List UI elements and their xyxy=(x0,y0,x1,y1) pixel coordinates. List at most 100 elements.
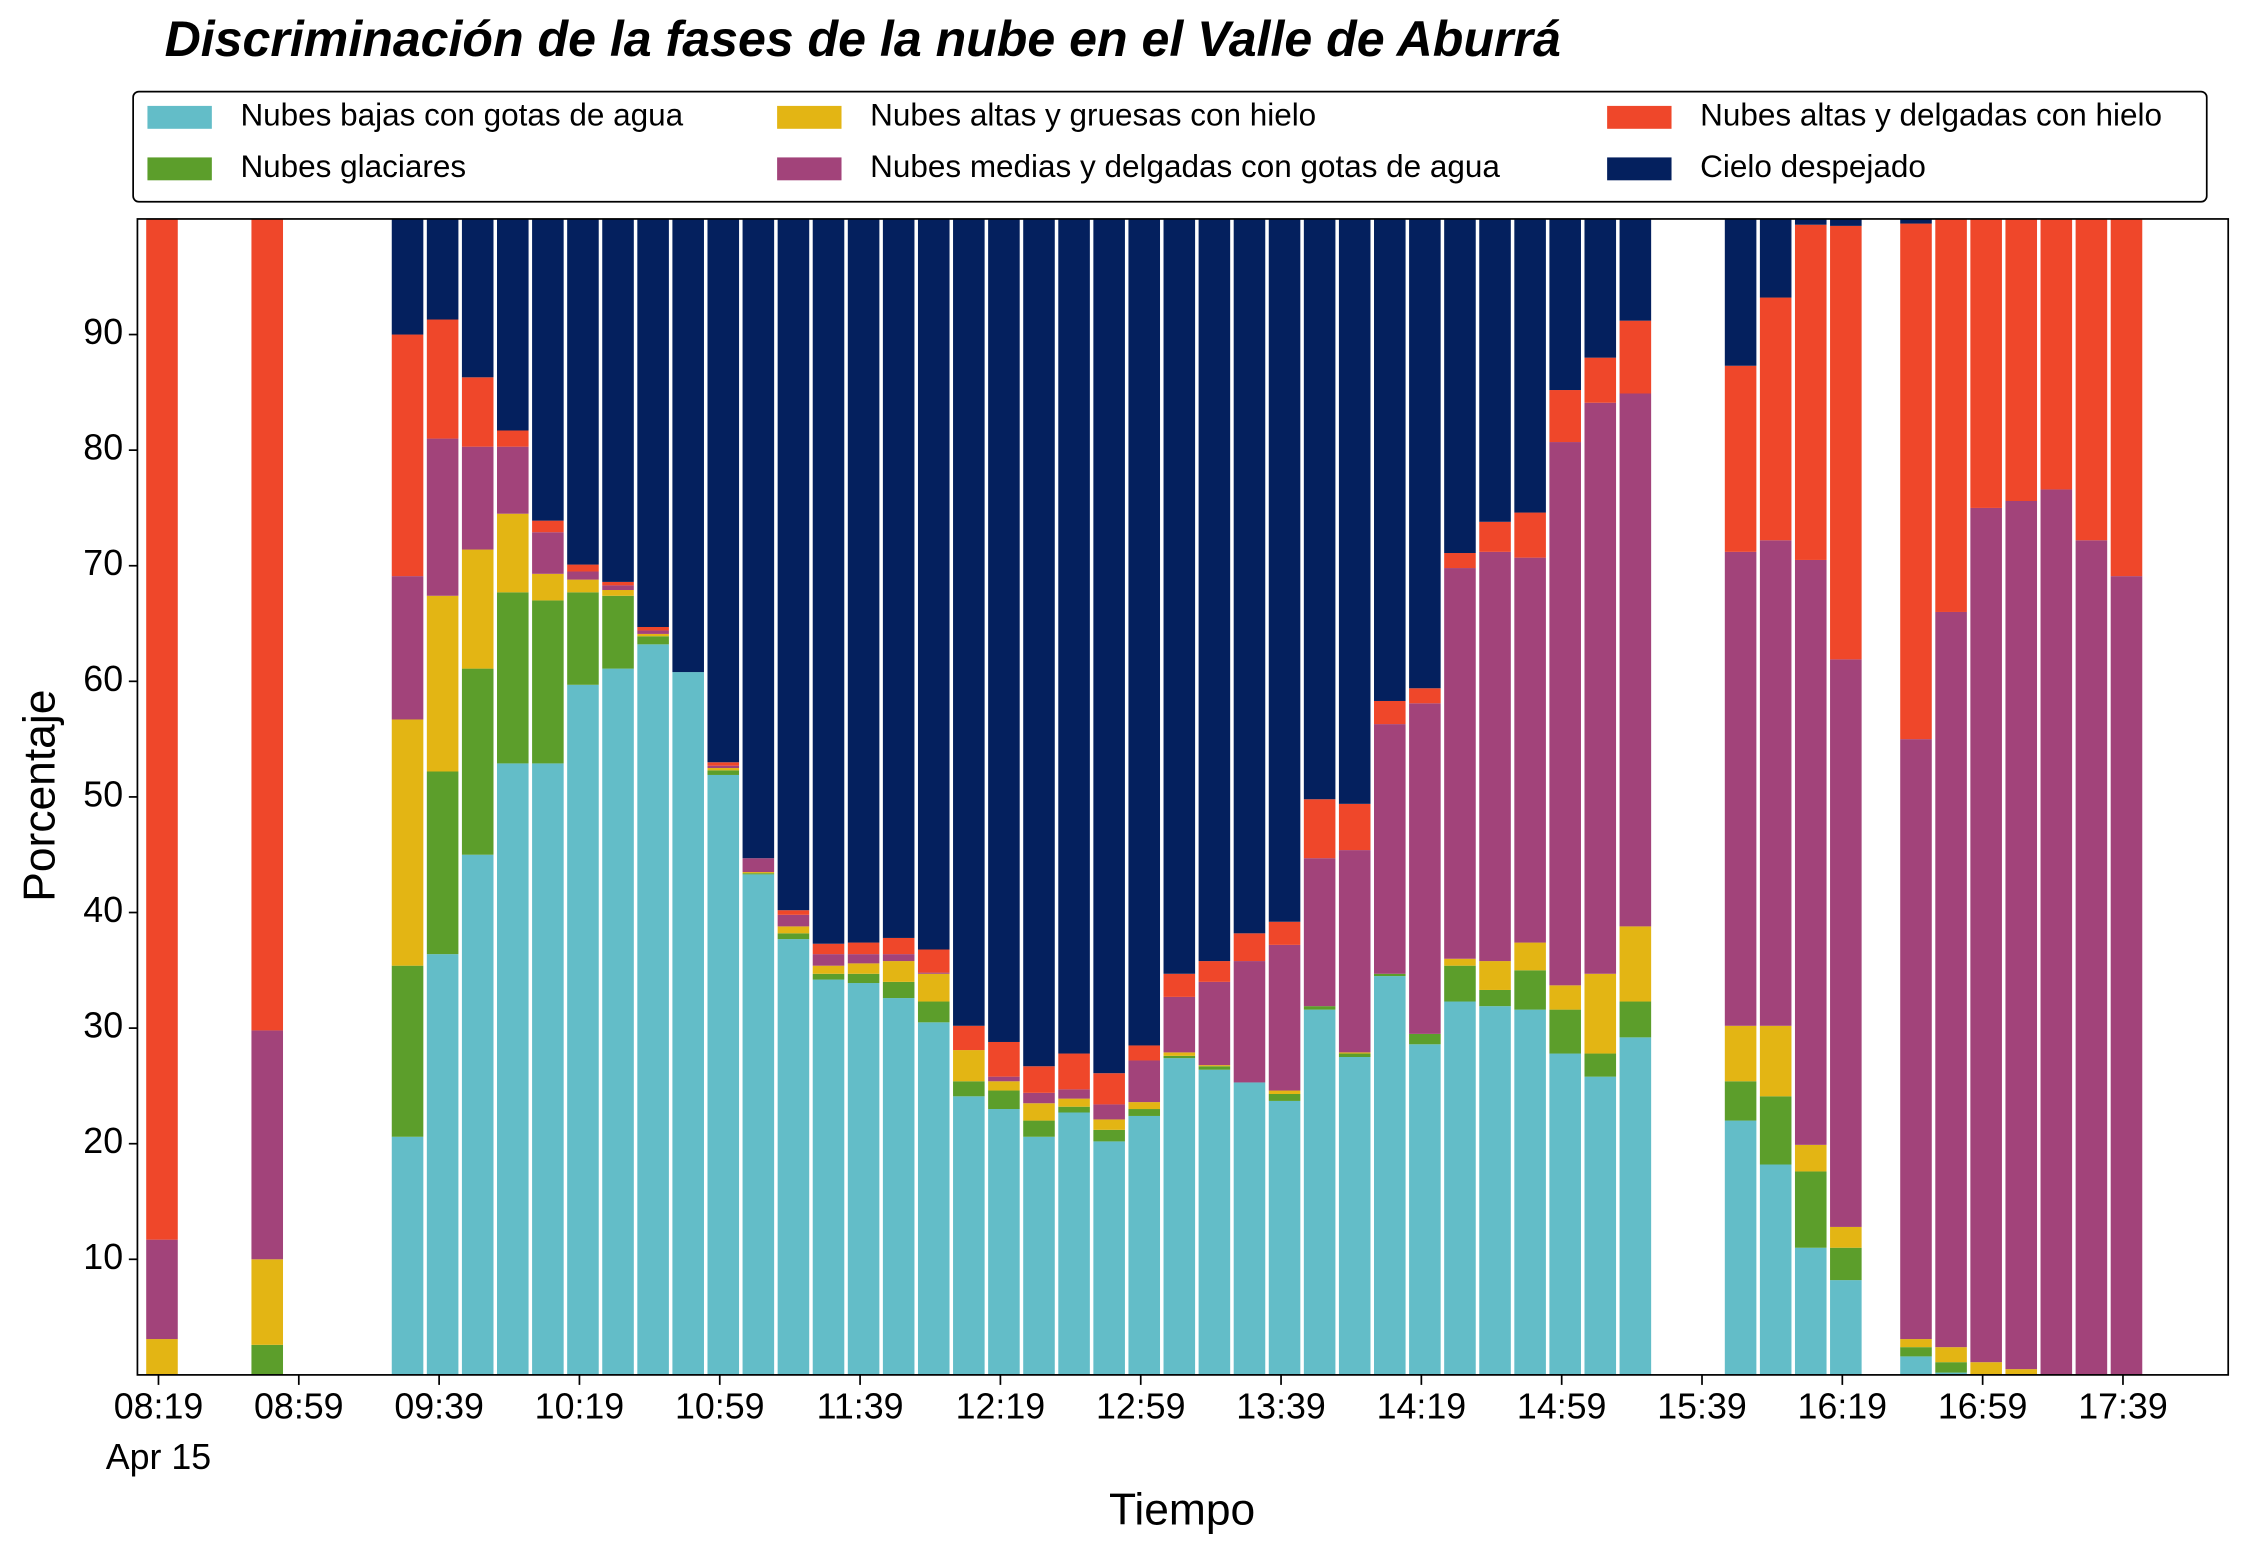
bar-segment xyxy=(1093,1119,1125,1130)
bar-segment xyxy=(1128,1045,1161,1061)
bar-segment xyxy=(426,319,459,439)
legend-swatch xyxy=(1607,157,1672,181)
bar-segment xyxy=(1935,1372,1967,1375)
bar-segment xyxy=(2110,576,2143,1375)
bar-segment xyxy=(1338,1053,1371,1058)
bar-segment xyxy=(1514,942,1546,971)
bar-segment xyxy=(1619,393,1652,927)
bar-segment xyxy=(847,983,880,1375)
bar-segment xyxy=(988,1041,1020,1077)
bar-segment xyxy=(1198,981,1231,1066)
bar-segment xyxy=(1409,1044,1441,1375)
bar-segment xyxy=(1759,1025,1792,1097)
bar-segment xyxy=(1619,926,1652,1002)
bar-segment xyxy=(1830,659,1862,1227)
legend-label: Cielo despejado xyxy=(1700,149,1926,184)
x-tick-label: 16:19 xyxy=(1798,1387,1888,1427)
legend-swatch xyxy=(147,105,212,129)
bar-segment xyxy=(707,218,740,763)
bar-segment xyxy=(1619,320,1652,394)
legend-label: Nubes glaciares xyxy=(240,149,466,184)
bar-segment xyxy=(1303,858,1336,1007)
x-tick-label: 17:39 xyxy=(2078,1387,2168,1427)
bar-segment xyxy=(1830,218,1862,226)
bar-segment xyxy=(777,939,810,1375)
bar-segment xyxy=(251,1030,284,1260)
bar-segment xyxy=(1198,1066,1231,1070)
bar-segment xyxy=(497,513,529,593)
bar-segment xyxy=(602,581,634,586)
bar-segment xyxy=(1900,1347,1932,1357)
bar-segment xyxy=(532,573,564,601)
bar-segment xyxy=(461,668,494,855)
bar-segment xyxy=(2005,501,2038,1370)
bar-segment xyxy=(1724,1081,1757,1121)
bar-segment xyxy=(602,590,634,596)
bar-segment xyxy=(1479,1006,1511,1375)
bar-segment xyxy=(2040,489,2073,1375)
bar-segment xyxy=(497,763,529,1375)
bar-segment xyxy=(1268,921,1301,945)
bar-segment xyxy=(2005,218,2038,502)
bar-segment xyxy=(1584,973,1617,1054)
bar-segment xyxy=(2005,1369,2038,1375)
bar-segment xyxy=(1794,224,1827,560)
bar-segment xyxy=(1058,1112,1090,1375)
bar-segment xyxy=(2075,218,2108,541)
bar-segment xyxy=(461,446,494,550)
bar-segment xyxy=(1444,218,1476,554)
bar-segment xyxy=(251,1344,284,1375)
x-tick-label: 10:19 xyxy=(535,1387,625,1427)
bar-segment xyxy=(637,630,669,634)
x-tick-label: 14:19 xyxy=(1377,1387,1467,1427)
bar-segment xyxy=(742,218,775,859)
bar-segment xyxy=(1093,1073,1125,1105)
bar-segment xyxy=(742,872,775,874)
x-tick-label: 11:39 xyxy=(817,1387,904,1427)
x-tick-label: 16:59 xyxy=(1938,1387,2028,1427)
bar-segment xyxy=(1759,1096,1792,1165)
bar-segment xyxy=(917,1001,950,1023)
bar-segment xyxy=(1900,739,1932,1340)
bar-segment xyxy=(777,910,810,915)
bar-segment xyxy=(847,218,880,943)
bar-segment xyxy=(1198,961,1231,982)
bar-segment xyxy=(1058,218,1090,1054)
x-tick-label: 08:19 xyxy=(114,1387,204,1427)
x-tick-label: 14:59 xyxy=(1517,1387,1607,1427)
bar-segment xyxy=(1549,218,1581,391)
bar-segment xyxy=(742,873,775,875)
bar-segment xyxy=(1549,442,1581,986)
bar-segment xyxy=(426,771,459,955)
bar-segment xyxy=(2040,218,2073,490)
legend-swatch xyxy=(147,157,212,181)
chart-title: Discriminación de la fases de la nube en… xyxy=(165,11,1561,67)
bar-segment xyxy=(1724,1120,1757,1375)
bar-segment xyxy=(1970,218,2002,508)
bar-segment xyxy=(1128,1060,1161,1103)
bar-segment xyxy=(988,1076,1020,1082)
bar-segment xyxy=(1759,297,1792,541)
bar-segment xyxy=(1163,1055,1196,1059)
bar-segment xyxy=(988,218,1020,1042)
bar-segment xyxy=(1058,1089,1090,1099)
bar-segment xyxy=(532,600,564,764)
bar-segment xyxy=(1163,973,1196,997)
bar-segment xyxy=(391,218,424,335)
bar-segment xyxy=(812,943,845,955)
bar-segment xyxy=(637,644,669,1375)
bar-segment xyxy=(251,218,284,1031)
bar-segment xyxy=(1058,1106,1090,1113)
bar-segment xyxy=(953,1081,985,1097)
bar-segment xyxy=(1584,1076,1617,1375)
bar-segment xyxy=(146,1339,178,1375)
bar-segment xyxy=(1409,1033,1441,1045)
bar-segment xyxy=(1794,559,1827,1145)
bar-segment xyxy=(497,430,529,447)
bar-segment xyxy=(426,954,459,1375)
bar-segment xyxy=(637,626,669,631)
bar-segment xyxy=(1444,568,1476,959)
bar-segment xyxy=(497,218,529,431)
bar-segment xyxy=(882,218,915,938)
bar-segment xyxy=(637,633,669,637)
